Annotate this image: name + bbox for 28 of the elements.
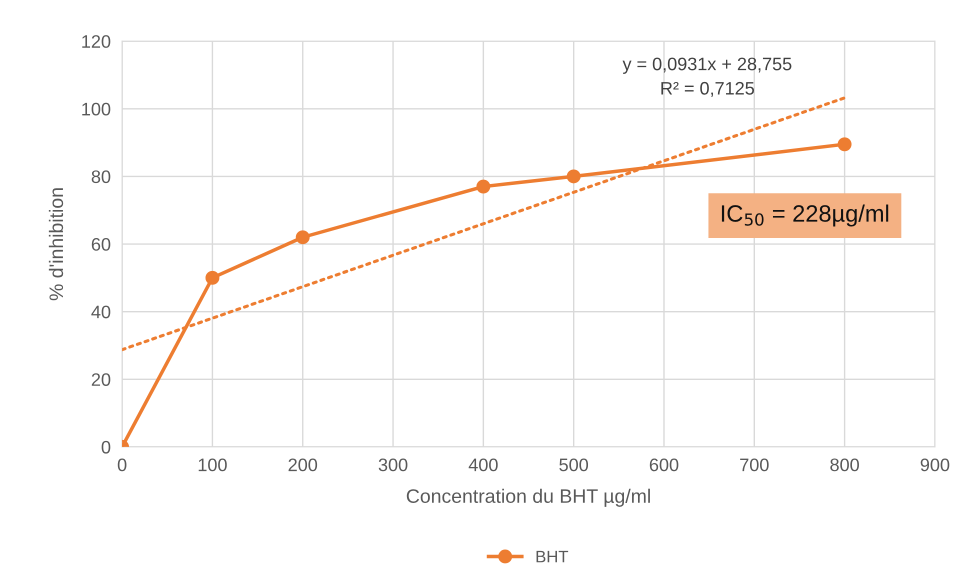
- point: [296, 230, 310, 244]
- x-tick-label: 0: [118, 458, 126, 472]
- point: [838, 137, 852, 152]
- point: [476, 180, 490, 194]
- x-tick-label: 300: [378, 458, 408, 472]
- y-tick-label: 20: [92, 373, 110, 386]
- x-tick-label: 900: [920, 458, 950, 472]
- x-tick-label: 400: [468, 458, 498, 472]
- x-tick-label: 100: [198, 458, 227, 472]
- legend-label: BHT: [536, 550, 568, 562]
- y-tick-label: 40: [91, 306, 110, 318]
- y-axis-title: % d'inhibition: [48, 188, 64, 300]
- point: [205, 270, 220, 285]
- point: [566, 169, 581, 184]
- annotation: R² = 0,7125: [661, 82, 754, 97]
- y-tick-label: 120: [82, 35, 110, 48]
- x-tick-label: 200: [288, 458, 318, 472]
- x-tick-label: 500: [559, 458, 588, 472]
- x-tick-label: 800: [830, 458, 859, 472]
- annotation: y = 0,0931x + 28,755: [622, 58, 792, 74]
- y-tick-label: 80: [92, 170, 110, 184]
- x-tick-label: 700: [740, 458, 769, 472]
- annotation: IC$_{50}$ = 228µg/ml: [722, 204, 888, 227]
- y-tick-label: 60: [92, 238, 110, 251]
- x-tick-label: 600: [650, 458, 678, 472]
- y-tick-label: 100: [82, 102, 110, 116]
- y-tick-label: 0: [102, 440, 110, 454]
- x-axis-title: Concentration du BHT µg/ml: [406, 488, 650, 507]
